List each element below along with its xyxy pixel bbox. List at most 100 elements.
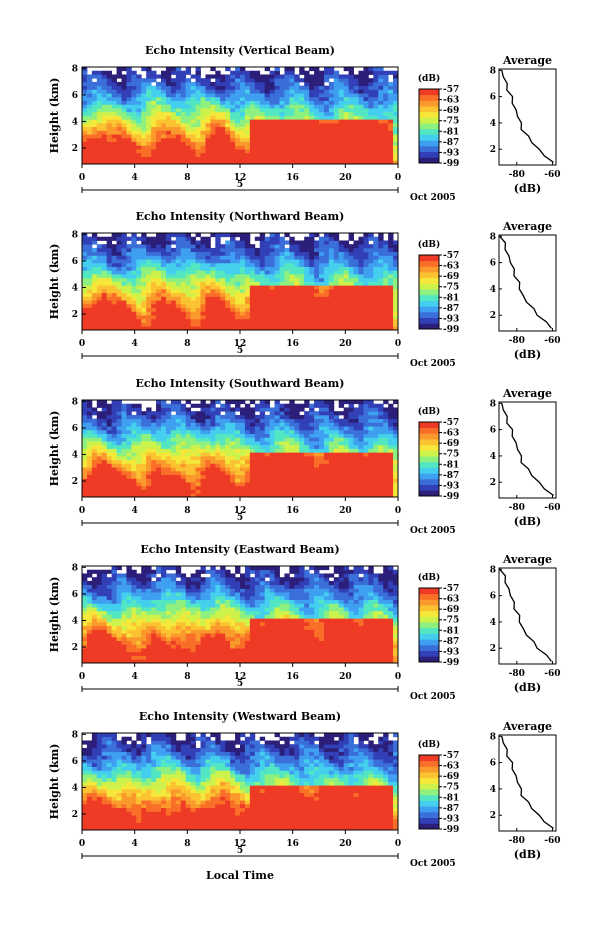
heatmap-cell xyxy=(146,470,152,476)
heatmap-cell xyxy=(368,281,374,286)
heatmap-cell xyxy=(259,414,266,420)
heatmap-cell xyxy=(343,303,350,309)
heatmap-cell xyxy=(343,115,350,120)
heatmap-cell xyxy=(165,67,172,72)
heatmap-cell xyxy=(165,149,172,154)
heatmap-cell xyxy=(368,266,374,271)
heatmap-cell xyxy=(195,85,201,90)
heatmap-cell xyxy=(175,247,182,253)
heatmap-cell xyxy=(279,452,285,457)
heatmap-cell xyxy=(190,122,196,128)
heatmap-cell xyxy=(230,489,236,494)
heatmap-cell xyxy=(314,403,320,408)
heatmap-cell xyxy=(294,315,300,320)
heatmap-cell xyxy=(319,311,325,316)
heatmap-cell xyxy=(205,315,211,320)
heatmap-cell xyxy=(314,156,320,161)
heatmap-cell xyxy=(378,122,384,128)
heatmap-cell xyxy=(146,277,152,282)
heatmap-cell xyxy=(368,70,374,75)
heatmap-cell xyxy=(304,315,310,320)
heatmap-cell xyxy=(328,266,335,271)
heatmap-cell xyxy=(299,274,305,279)
heatmap-cell xyxy=(264,141,271,146)
heatmap-cell xyxy=(96,111,103,116)
heatmap-cell xyxy=(343,277,350,282)
heatmap-cell xyxy=(106,470,113,476)
heatmap-cell xyxy=(106,70,113,75)
heatmap-cell xyxy=(279,251,285,256)
heatmap-cell xyxy=(373,111,379,116)
heatmap-cell xyxy=(249,89,256,94)
heatmap-cell xyxy=(101,78,108,83)
heatmap-cell xyxy=(225,104,231,109)
heatmap-cell xyxy=(151,122,157,128)
heatmap-cell xyxy=(314,326,320,331)
heatmap-cell xyxy=(151,78,157,83)
heatmap-cell xyxy=(86,411,93,416)
heatmap-cell xyxy=(309,448,315,453)
heatmap-cell xyxy=(279,277,285,282)
heatmap-cell xyxy=(363,478,369,483)
heatmap-cell xyxy=(338,322,345,327)
heatmap-cell xyxy=(205,247,211,253)
heatmap-cell xyxy=(378,493,384,498)
heatmap-cell xyxy=(274,119,280,124)
heatmap-cell xyxy=(180,285,187,290)
heatmap-cell xyxy=(378,277,384,282)
colorbar-swatch xyxy=(419,289,439,296)
heatmap-cell xyxy=(161,78,167,83)
heatmap-cell xyxy=(175,108,182,113)
heatmap-cell xyxy=(284,459,290,464)
heatmap-cell xyxy=(111,104,117,109)
heatmap-cell xyxy=(388,474,394,479)
heatmap-cell xyxy=(210,277,216,282)
heatmap-cell xyxy=(319,236,325,241)
heatmap-cell xyxy=(304,149,310,154)
heatmap-cell xyxy=(363,274,369,279)
heatmap-cell xyxy=(363,70,369,75)
heatmap-cell xyxy=(314,247,320,253)
heatmap-cell xyxy=(151,322,157,327)
heatmap-cell xyxy=(249,100,256,105)
heatmap-cell xyxy=(106,160,113,165)
heatmap-cell xyxy=(210,156,216,161)
heatmap-cell xyxy=(254,318,261,323)
heatmap-cell xyxy=(333,74,340,79)
heatmap-cell xyxy=(264,152,271,157)
heatmap-cell xyxy=(161,414,167,420)
heatmap-cell xyxy=(299,115,305,120)
heatmap-cell xyxy=(343,126,350,131)
heatmap-cell xyxy=(333,255,340,260)
heatmap-cell xyxy=(235,160,241,165)
heatmap-cell xyxy=(200,455,206,461)
heatmap-cell xyxy=(284,262,290,267)
heatmap-cell xyxy=(101,81,108,87)
heatmap-cell xyxy=(235,277,241,282)
heatmap-cell xyxy=(220,296,226,301)
heatmap-cell xyxy=(393,81,399,87)
heatmap-cell xyxy=(333,145,340,150)
heatmap-cell xyxy=(111,141,117,146)
heatmap-cell xyxy=(101,441,108,446)
heatmap-cell xyxy=(388,448,394,453)
heatmap-cell xyxy=(333,326,340,331)
heatmap-cell xyxy=(141,318,147,323)
heatmap-cell xyxy=(353,134,359,139)
heatmap-cell xyxy=(116,326,122,331)
heatmap-cell xyxy=(190,489,196,494)
heatmap-cell xyxy=(86,470,93,476)
heatmap-cell xyxy=(254,303,261,309)
heatmap-cell xyxy=(373,137,379,143)
heatmap-cell xyxy=(254,81,261,87)
heatmap-cell xyxy=(314,274,320,279)
heatmap-cell xyxy=(348,478,354,483)
heatmap-cell xyxy=(131,437,137,442)
heatmap-cell xyxy=(363,111,369,116)
heatmap-cell xyxy=(146,96,152,101)
heatmap-cell xyxy=(235,426,241,431)
heatmap-cell xyxy=(165,104,172,109)
heatmap-cell xyxy=(378,444,384,449)
heatmap-cell xyxy=(368,93,374,98)
heatmap-cell xyxy=(96,274,103,279)
